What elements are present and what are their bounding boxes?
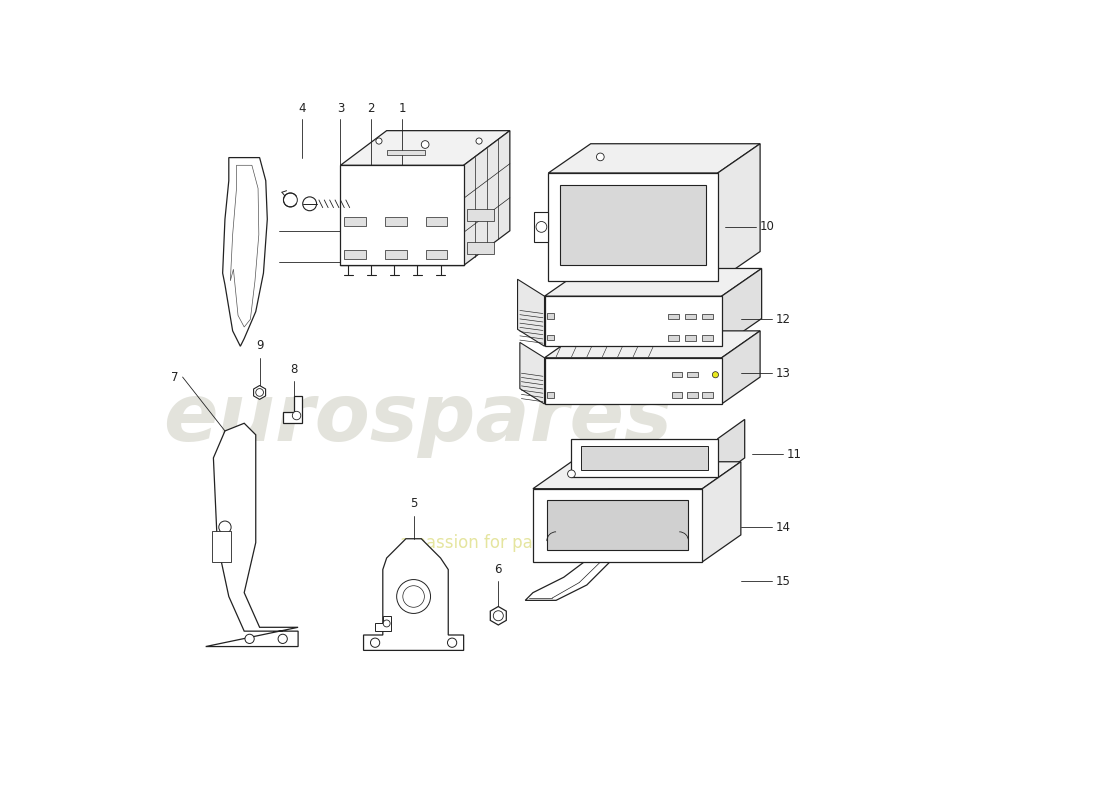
Text: 5: 5 xyxy=(410,498,417,510)
Bar xyxy=(426,217,448,226)
Circle shape xyxy=(293,411,300,420)
Bar xyxy=(547,500,689,550)
Circle shape xyxy=(302,197,317,210)
Text: 15: 15 xyxy=(776,574,791,587)
Circle shape xyxy=(219,521,231,534)
Text: 3: 3 xyxy=(337,102,344,115)
Circle shape xyxy=(397,579,430,614)
Polygon shape xyxy=(520,342,544,404)
Text: 13: 13 xyxy=(776,366,791,380)
Polygon shape xyxy=(230,166,258,327)
Bar xyxy=(671,372,682,377)
Text: 14: 14 xyxy=(776,521,791,534)
Polygon shape xyxy=(491,606,506,625)
Bar xyxy=(548,173,717,281)
Polygon shape xyxy=(526,554,618,600)
Polygon shape xyxy=(717,144,760,281)
Circle shape xyxy=(596,153,604,161)
Bar xyxy=(426,250,448,259)
Bar xyxy=(582,446,707,470)
Bar xyxy=(468,242,494,254)
Polygon shape xyxy=(206,423,298,646)
Circle shape xyxy=(493,610,504,621)
Text: a passion for parts since 1985: a passion for parts since 1985 xyxy=(400,534,650,552)
Circle shape xyxy=(448,638,456,647)
Circle shape xyxy=(245,634,254,643)
Polygon shape xyxy=(464,130,509,266)
Bar xyxy=(385,217,407,226)
Circle shape xyxy=(284,193,297,207)
Polygon shape xyxy=(722,269,761,346)
Bar xyxy=(668,335,679,341)
Circle shape xyxy=(371,638,380,647)
Circle shape xyxy=(568,470,575,478)
Bar xyxy=(684,314,696,319)
Polygon shape xyxy=(722,331,760,404)
Bar xyxy=(385,250,407,259)
Text: 8: 8 xyxy=(290,362,298,375)
Text: 11: 11 xyxy=(786,447,802,461)
Text: 2: 2 xyxy=(367,102,375,115)
Circle shape xyxy=(476,138,482,144)
Bar xyxy=(547,334,553,340)
Polygon shape xyxy=(702,462,740,562)
Text: 12: 12 xyxy=(776,313,791,326)
Bar xyxy=(544,296,722,346)
Bar xyxy=(387,150,425,155)
Bar xyxy=(212,531,231,562)
Bar xyxy=(702,314,713,319)
Polygon shape xyxy=(517,279,544,346)
Circle shape xyxy=(536,222,547,232)
Polygon shape xyxy=(572,477,717,489)
Polygon shape xyxy=(283,396,301,423)
Polygon shape xyxy=(534,462,740,489)
Circle shape xyxy=(255,389,264,396)
Polygon shape xyxy=(363,538,464,650)
Polygon shape xyxy=(548,144,760,173)
Text: eurospares: eurospares xyxy=(163,380,672,458)
Polygon shape xyxy=(544,269,761,296)
Circle shape xyxy=(403,586,425,607)
Bar xyxy=(560,185,706,266)
Polygon shape xyxy=(375,616,390,631)
Text: 6: 6 xyxy=(495,562,502,576)
Bar xyxy=(572,438,717,477)
Text: 4: 4 xyxy=(298,102,306,115)
Bar xyxy=(534,489,703,562)
Bar xyxy=(684,335,696,341)
Bar xyxy=(686,393,697,398)
Bar xyxy=(344,217,366,226)
Circle shape xyxy=(383,620,390,627)
Bar xyxy=(702,393,713,398)
Bar xyxy=(544,358,722,404)
Polygon shape xyxy=(341,130,509,166)
Text: 7: 7 xyxy=(172,370,178,383)
Circle shape xyxy=(278,634,287,643)
Text: 10: 10 xyxy=(760,220,775,234)
Polygon shape xyxy=(544,331,760,358)
Bar xyxy=(547,313,553,318)
Bar xyxy=(702,335,713,341)
Bar xyxy=(468,209,494,221)
Bar xyxy=(341,166,464,266)
Bar xyxy=(547,393,553,398)
Text: 1: 1 xyxy=(398,102,406,115)
Bar xyxy=(668,314,679,319)
Bar xyxy=(686,372,697,377)
Polygon shape xyxy=(535,211,548,242)
Circle shape xyxy=(376,138,382,144)
Bar xyxy=(671,393,682,398)
Polygon shape xyxy=(222,158,267,346)
Bar xyxy=(344,250,366,259)
Polygon shape xyxy=(717,419,745,477)
Circle shape xyxy=(421,141,429,148)
Polygon shape xyxy=(254,386,265,399)
Text: 9: 9 xyxy=(256,339,263,353)
Circle shape xyxy=(713,372,718,378)
